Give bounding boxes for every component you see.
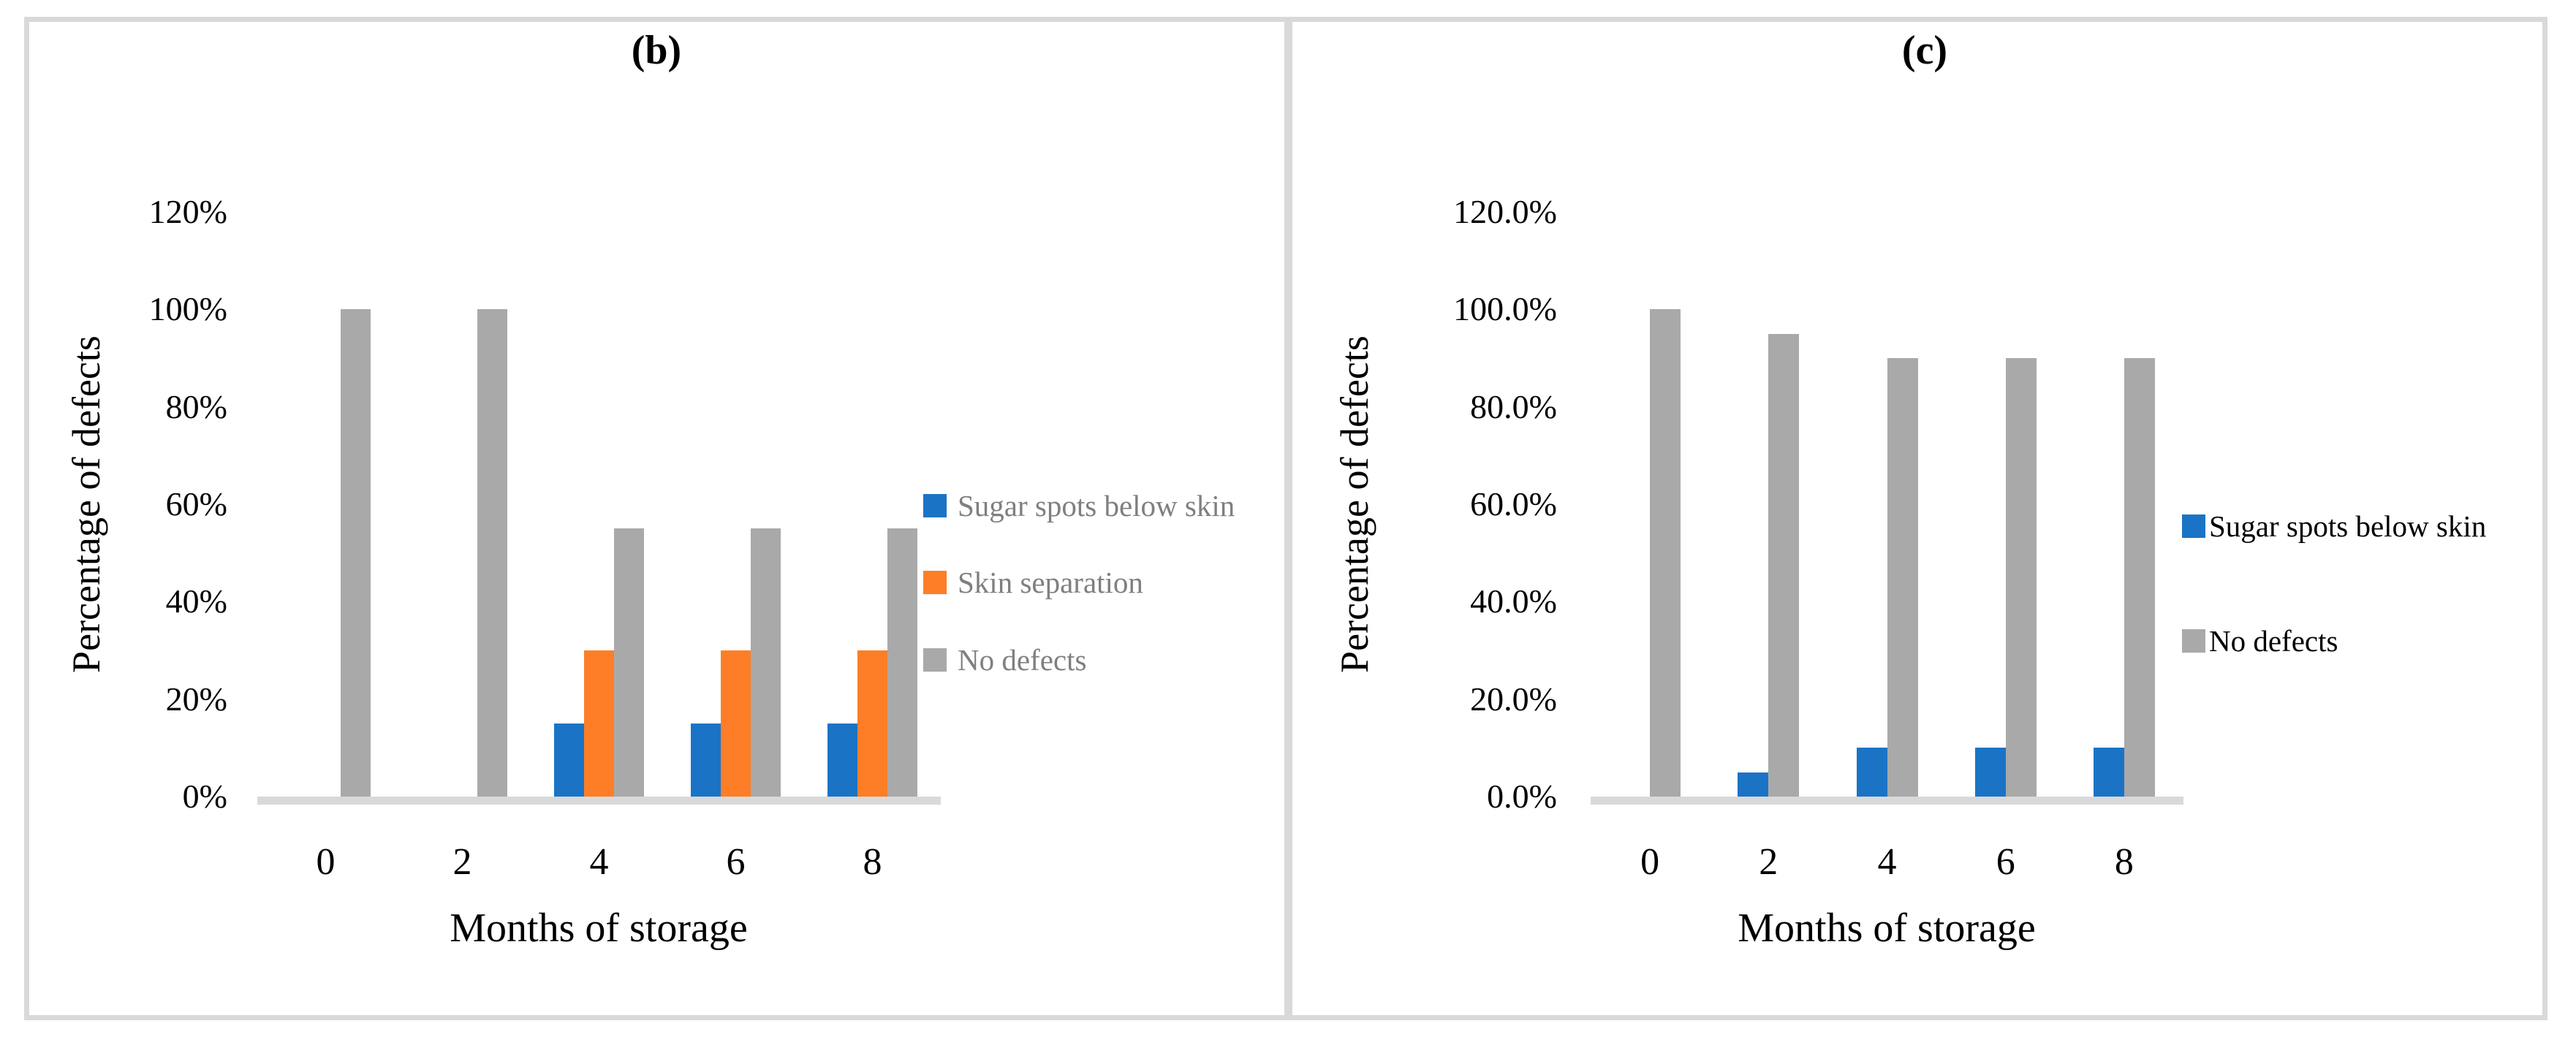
x-tick-label: 4: [1877, 841, 1897, 883]
bar: [477, 309, 507, 797]
bar: [2005, 358, 2037, 797]
bar: [1650, 309, 1681, 797]
bar: [721, 650, 751, 797]
bar: [1738, 772, 1769, 797]
x-axis-line: [257, 797, 941, 805]
x-axis-line: [1591, 797, 2183, 805]
y-tick-label: 100%: [148, 290, 227, 328]
bar: [751, 528, 781, 797]
legend-label: No defects: [2209, 624, 2338, 658]
x-tick-label: 6: [726, 841, 746, 883]
bar: [554, 724, 584, 797]
x-axis-title: Months of storage: [1738, 905, 2036, 951]
legend-label: Sugar spots below skin: [958, 489, 1235, 523]
y-tick-label: 20.0%: [1470, 680, 1557, 718]
x-tick-label: 4: [589, 841, 609, 883]
x-axis-title: Months of storage: [450, 905, 748, 951]
legend-swatch: [923, 494, 947, 517]
y-tick-label: 80.0%: [1470, 387, 1557, 425]
bar: [1974, 748, 2006, 797]
y-tick-label: 60.0%: [1470, 485, 1557, 523]
bar: [887, 528, 917, 797]
panel-b: (b) Percentage of defects 0% 20% 40% 60% 80%…: [24, 17, 1284, 1020]
x-tick-label: 8: [2114, 841, 2134, 883]
legend-label: No defects: [958, 643, 1087, 677]
x-tick-label: 0: [1640, 841, 1660, 883]
legend-swatch: [923, 571, 947, 594]
x-tick-label: 0: [316, 841, 336, 883]
bar: [1856, 748, 1887, 797]
panel-divider: [1284, 17, 1292, 1020]
y-tick-label: 40.0%: [1470, 582, 1557, 620]
bar: [341, 309, 371, 797]
bar: [857, 650, 887, 797]
y-tick-label: 120%: [148, 193, 227, 230]
bar: [691, 724, 721, 797]
chart-title: (b): [631, 28, 682, 73]
y-tick-label: 100.0%: [1453, 290, 1557, 328]
bar: [827, 724, 857, 797]
x-tick-label: 8: [863, 841, 882, 883]
panel-c: (c) Percentage of defects 0.0% 20.0% 40.0%…: [1292, 17, 2542, 1020]
legend-swatch: [923, 648, 947, 672]
bar: [1887, 358, 1918, 797]
y-tick-label: 80%: [165, 387, 227, 425]
legend-label: Sugar spots below skin: [2209, 509, 2487, 543]
bar: [614, 528, 644, 797]
chart-title: (c): [1901, 28, 1948, 73]
x-tick-label: 2: [1759, 841, 1778, 883]
y-tick-label: 120.0%: [1453, 193, 1557, 230]
bar: [1768, 333, 1800, 797]
legend-label: Skin separation: [958, 566, 1143, 599]
x-tick-label: 6: [1996, 841, 2015, 883]
y-tick-label: 60%: [165, 485, 227, 523]
y-tick-label: 0%: [182, 778, 227, 815]
y-tick-label: 20%: [165, 680, 227, 718]
legend-swatch: [2182, 629, 2205, 653]
y-tick-label: 0.0%: [1487, 778, 1557, 815]
bar: [2124, 358, 2155, 797]
y-tick-label: 40%: [165, 582, 227, 620]
x-tick-label: 2: [452, 841, 472, 883]
bar: [584, 650, 614, 797]
legend-swatch: [2182, 514, 2205, 538]
bar: [2093, 748, 2124, 797]
